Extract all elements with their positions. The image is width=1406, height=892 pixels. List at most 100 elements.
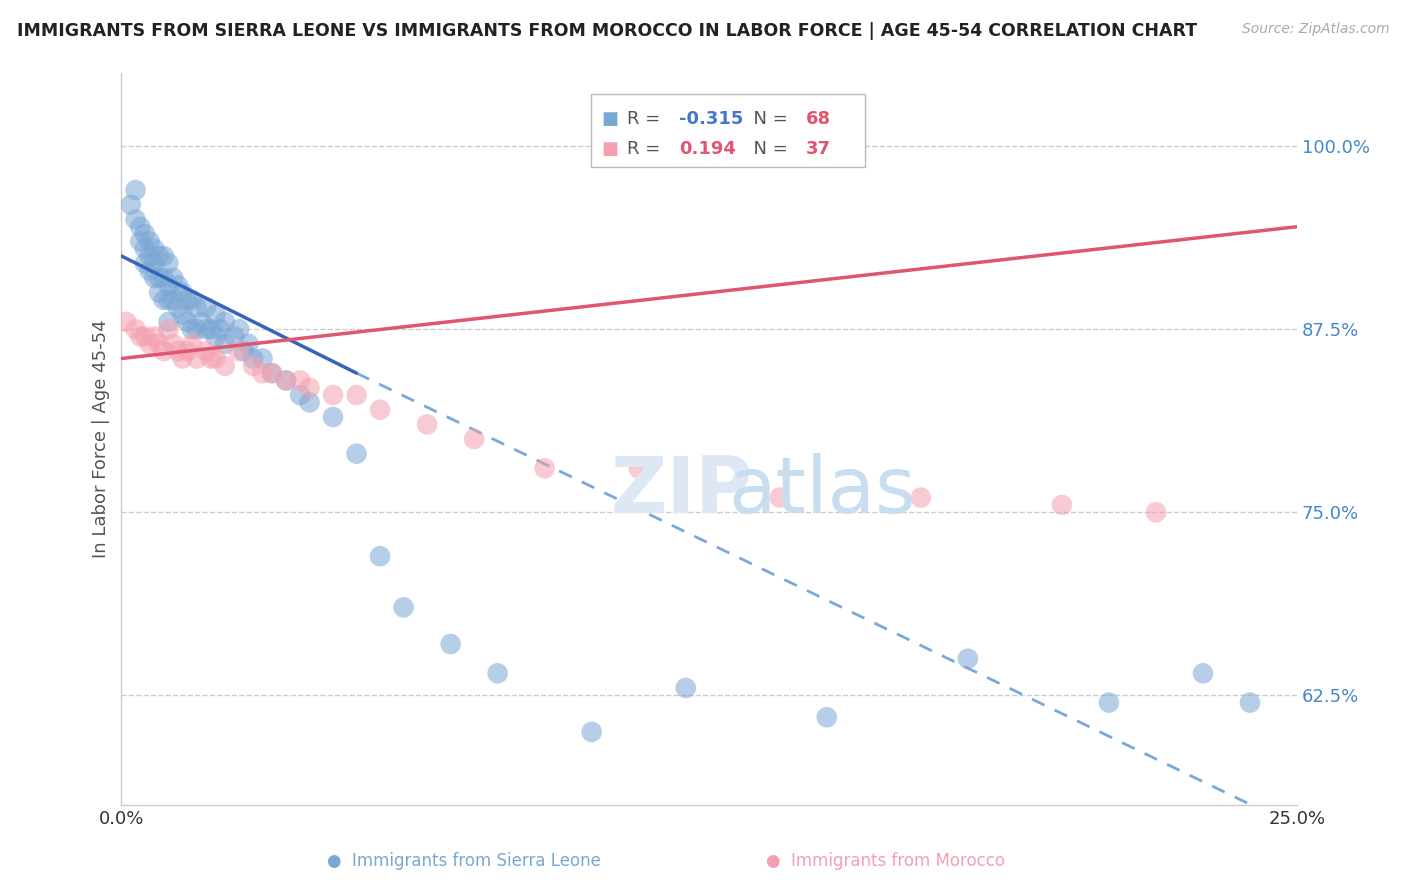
Point	[195, 322, 218, 336]
Text: ●  Immigrants from Sierra Leone: ● Immigrants from Sierra Leone	[328, 852, 600, 870]
Point	[214, 336, 236, 351]
Point	[1239, 696, 1261, 710]
Point	[392, 600, 415, 615]
Point	[134, 227, 156, 241]
Point	[148, 271, 170, 285]
Point	[120, 198, 142, 212]
Point	[143, 271, 166, 285]
Point	[138, 336, 160, 351]
Point	[1098, 696, 1121, 710]
Text: ●  Immigrants from Morocco: ● Immigrants from Morocco	[766, 852, 1005, 870]
Point	[190, 315, 212, 329]
Point	[298, 381, 321, 395]
Point	[162, 336, 184, 351]
Text: N =: N =	[742, 140, 794, 158]
Point	[176, 293, 198, 307]
Point	[322, 410, 344, 425]
Point	[134, 242, 156, 256]
Point	[152, 249, 174, 263]
Point	[260, 366, 283, 380]
Point	[581, 724, 603, 739]
Point	[167, 344, 190, 359]
Point	[260, 366, 283, 380]
Point	[186, 300, 208, 314]
Point	[129, 219, 152, 234]
Text: ZIP: ZIP	[610, 452, 754, 529]
Point	[956, 651, 979, 665]
Point	[1144, 505, 1167, 519]
Point	[252, 351, 274, 366]
Point	[186, 351, 208, 366]
Point	[176, 344, 198, 359]
Point	[627, 461, 650, 475]
Point	[209, 322, 232, 336]
Point	[242, 359, 264, 373]
Point	[162, 271, 184, 285]
Point	[115, 315, 138, 329]
Text: IMMIGRANTS FROM SIERRA LEONE VS IMMIGRANTS FROM MOROCCO IN LABOR FORCE | AGE 45-: IMMIGRANTS FROM SIERRA LEONE VS IMMIGRAN…	[17, 22, 1197, 40]
Text: 0.194: 0.194	[679, 140, 735, 158]
Text: -0.315: -0.315	[679, 110, 744, 128]
Point	[181, 293, 204, 307]
Point	[486, 666, 509, 681]
Point	[148, 285, 170, 300]
Point	[322, 388, 344, 402]
Point	[129, 235, 152, 249]
Point	[143, 329, 166, 343]
Text: R =: R =	[627, 140, 666, 158]
Point	[152, 293, 174, 307]
Text: ■: ■	[602, 110, 619, 128]
Point	[204, 351, 226, 366]
Point	[157, 293, 180, 307]
Point	[157, 322, 180, 336]
Point	[195, 300, 218, 314]
Text: R =: R =	[627, 110, 666, 128]
Point	[252, 366, 274, 380]
Text: atlas: atlas	[728, 452, 917, 529]
Point	[162, 293, 184, 307]
Point	[138, 263, 160, 277]
Point	[157, 315, 180, 329]
Point	[228, 344, 250, 359]
Point	[228, 322, 250, 336]
Point	[124, 183, 146, 197]
Point	[134, 329, 156, 343]
Point	[124, 212, 146, 227]
Point	[288, 388, 311, 402]
Text: 68: 68	[806, 110, 831, 128]
Point	[769, 491, 792, 505]
Point	[134, 256, 156, 270]
Point	[167, 278, 190, 293]
Point	[232, 344, 254, 359]
Point	[157, 256, 180, 270]
Point	[910, 491, 932, 505]
Point	[368, 402, 391, 417]
Point	[157, 278, 180, 293]
Point	[1192, 666, 1215, 681]
Text: ■: ■	[602, 140, 619, 158]
Point	[204, 329, 226, 343]
Point	[152, 344, 174, 359]
Text: Source: ZipAtlas.com: Source: ZipAtlas.com	[1241, 22, 1389, 37]
Point	[172, 351, 194, 366]
Point	[439, 637, 461, 651]
Point	[172, 308, 194, 322]
Point	[138, 235, 160, 249]
Point	[181, 322, 204, 336]
Y-axis label: In Labor Force | Age 45-54: In Labor Force | Age 45-54	[93, 319, 110, 558]
Point	[214, 359, 236, 373]
Point	[368, 549, 391, 564]
Point	[288, 374, 311, 388]
Point	[214, 315, 236, 329]
Point	[675, 681, 697, 695]
Point	[129, 329, 152, 343]
Point	[172, 285, 194, 300]
Point	[186, 322, 208, 336]
Point	[463, 432, 485, 446]
Point	[181, 336, 204, 351]
Point	[274, 374, 297, 388]
Text: N =: N =	[742, 110, 794, 128]
Point	[176, 315, 198, 329]
Point	[152, 271, 174, 285]
Point	[346, 388, 368, 402]
